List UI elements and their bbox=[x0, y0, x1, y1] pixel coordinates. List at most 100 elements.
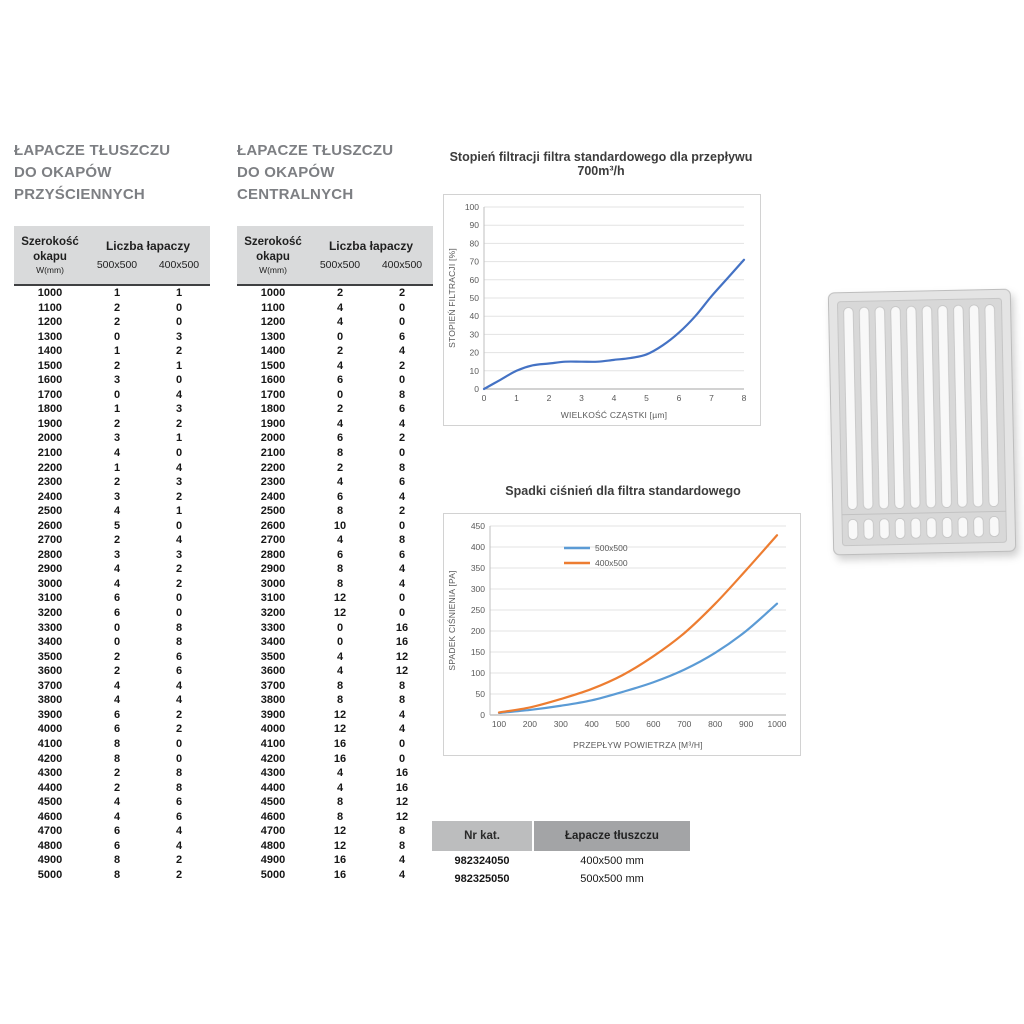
x-tick-label: 1 bbox=[514, 393, 519, 403]
hood-width: 3300 bbox=[37, 621, 63, 634]
count-500x500: 8 bbox=[336, 563, 344, 576]
table-row: 4100 16 0 bbox=[237, 737, 433, 752]
title-line: ŁAPACZE TŁUSZCZU bbox=[14, 142, 171, 159]
filter-slot bbox=[874, 306, 890, 510]
hood-width: 2700 bbox=[260, 534, 286, 547]
baffle-grease-filter-image bbox=[825, 284, 1021, 560]
hood-width: 4900 bbox=[37, 854, 63, 867]
count-400x500: 0 bbox=[175, 316, 183, 329]
count-400x500: 8 bbox=[398, 839, 406, 852]
catalog-row: 982325050 500x500 mm bbox=[432, 871, 690, 887]
count-400x500: 4 bbox=[175, 694, 183, 707]
count-500x500: 4 bbox=[336, 665, 344, 678]
count-400x500: 16 bbox=[395, 621, 409, 634]
count-400x500: 4 bbox=[175, 679, 183, 692]
filter-slot-bottom bbox=[879, 518, 890, 540]
hood-width: 1900 bbox=[260, 417, 286, 430]
count-500x500: 2 bbox=[113, 781, 121, 794]
count-500x500: 2 bbox=[336, 345, 344, 358]
count-400x500: 0 bbox=[398, 519, 406, 532]
central-hoods-table: Szerokość okapu W(mm) Liczba łapaczy 500… bbox=[237, 226, 433, 882]
hood-width: 2000 bbox=[260, 432, 286, 445]
count-400x500: 8 bbox=[398, 388, 406, 401]
y-tick-label: 0 bbox=[480, 710, 485, 720]
hood-width: 1200 bbox=[260, 316, 286, 329]
y-tick-label: 350 bbox=[471, 563, 485, 573]
header-text: Szerokość bbox=[21, 236, 79, 249]
hood-width: 4500 bbox=[37, 796, 63, 809]
table-row: 4800 12 8 bbox=[237, 839, 433, 854]
table-body: 1000 2 2 1100 4 0 1200 4 0 1300 0 6 1400 2 4 1500 4 2 1600… bbox=[237, 286, 433, 882]
table-row: 4000 6 2 bbox=[14, 722, 210, 737]
count-500x500: 6 bbox=[113, 825, 121, 838]
y-tick-label: 150 bbox=[471, 647, 485, 657]
count-500x500: 0 bbox=[336, 330, 344, 343]
count-500x500: 2 bbox=[113, 476, 121, 489]
count-500x500: 6 bbox=[113, 607, 121, 620]
table-row: 1400 2 4 bbox=[237, 344, 433, 359]
hood-width: 2800 bbox=[260, 548, 286, 561]
hood-width: 2500 bbox=[37, 505, 63, 518]
col-header-500x500: 500x500 bbox=[319, 259, 361, 271]
filter-slot-bottom bbox=[973, 516, 984, 538]
count-400x500: 1 bbox=[175, 505, 183, 518]
count-500x500: 0 bbox=[113, 330, 121, 343]
x-tick-label: 3 bbox=[579, 393, 584, 403]
count-400x500: 4 bbox=[398, 577, 406, 590]
table-row: 1200 2 0 bbox=[14, 315, 210, 330]
table-header: Szerokość okapu W(mm) Liczba łapaczy 500… bbox=[14, 226, 210, 286]
count-400x500: 1 bbox=[175, 287, 183, 299]
filter-slot bbox=[906, 305, 921, 509]
header-subcolumns: 500x500 400x500 bbox=[309, 259, 433, 271]
table-row: 3700 4 4 bbox=[14, 679, 210, 694]
table-row: 3200 6 0 bbox=[14, 606, 210, 621]
count-400x500: 16 bbox=[395, 767, 409, 780]
table-row: 3300 0 16 bbox=[237, 621, 433, 636]
hood-width: 1300 bbox=[37, 330, 63, 343]
count-500x500: 8 bbox=[113, 737, 121, 750]
count-500x500: 2 bbox=[113, 534, 121, 547]
catalog-body: 982324050 400x500 mm 982325050 500x500 mm bbox=[432, 853, 690, 887]
y-axis-label: SPADEK CIŚNIENIA [PA] bbox=[446, 570, 457, 670]
table-row: 1300 0 3 bbox=[14, 330, 210, 345]
filter-slot-bottom bbox=[988, 516, 1000, 537]
count-500x500: 8 bbox=[336, 447, 344, 460]
count-400x500: 6 bbox=[398, 330, 406, 343]
x-tick-label: 0 bbox=[482, 393, 487, 403]
count-400x500: 8 bbox=[175, 781, 183, 794]
hood-width: 1400 bbox=[260, 345, 286, 358]
y-tick-label: 100 bbox=[471, 668, 485, 678]
trap-count-header: Liczba łapaczy 500x500 400x500 bbox=[309, 226, 433, 284]
count-500x500: 1 bbox=[113, 461, 121, 474]
table-row: 3500 2 6 bbox=[14, 650, 210, 665]
count-400x500: 3 bbox=[175, 476, 183, 489]
count-400x500: 6 bbox=[175, 796, 183, 809]
hood-width: 3800 bbox=[37, 694, 63, 707]
count-400x500: 0 bbox=[398, 592, 406, 605]
count-500x500: 3 bbox=[113, 548, 121, 561]
title-line: ŁAPACZE TŁUSZCZU bbox=[237, 142, 394, 159]
table-row: 2000 6 2 bbox=[237, 431, 433, 446]
table-row: 1100 2 0 bbox=[14, 301, 210, 316]
count-400x500: 12 bbox=[395, 810, 409, 823]
hood-width: 5000 bbox=[37, 868, 63, 881]
header-group-label: Liczba łapaczy bbox=[328, 239, 414, 253]
col-header-400x500: 400x500 bbox=[381, 259, 423, 271]
count-400x500: 0 bbox=[175, 607, 183, 620]
y-tick-label: 50 bbox=[476, 689, 486, 699]
table-row: 3800 4 4 bbox=[14, 693, 210, 708]
count-400x500: 0 bbox=[175, 519, 183, 532]
count-500x500: 4 bbox=[113, 505, 121, 518]
y-tick-label: 60 bbox=[470, 275, 480, 285]
table-row: 4500 8 12 bbox=[237, 795, 433, 810]
filtration-chart-svg: 0 10 20 30 40 50 60 70 80 90 100 0 1 2 3 4 5 6 7 8 WIELKOŚĆ … bbox=[447, 202, 747, 420]
hood-width: 4400 bbox=[37, 781, 63, 794]
count-500x500: 6 bbox=[336, 490, 344, 503]
count-500x500: 8 bbox=[336, 694, 344, 707]
count-500x500: 8 bbox=[113, 854, 121, 867]
hood-width: 3100 bbox=[37, 592, 63, 605]
table-row: 4800 6 4 bbox=[14, 839, 210, 854]
count-500x500: 8 bbox=[336, 679, 344, 692]
hood-width: 1600 bbox=[37, 374, 63, 387]
table-row: 2100 4 0 bbox=[14, 446, 210, 461]
